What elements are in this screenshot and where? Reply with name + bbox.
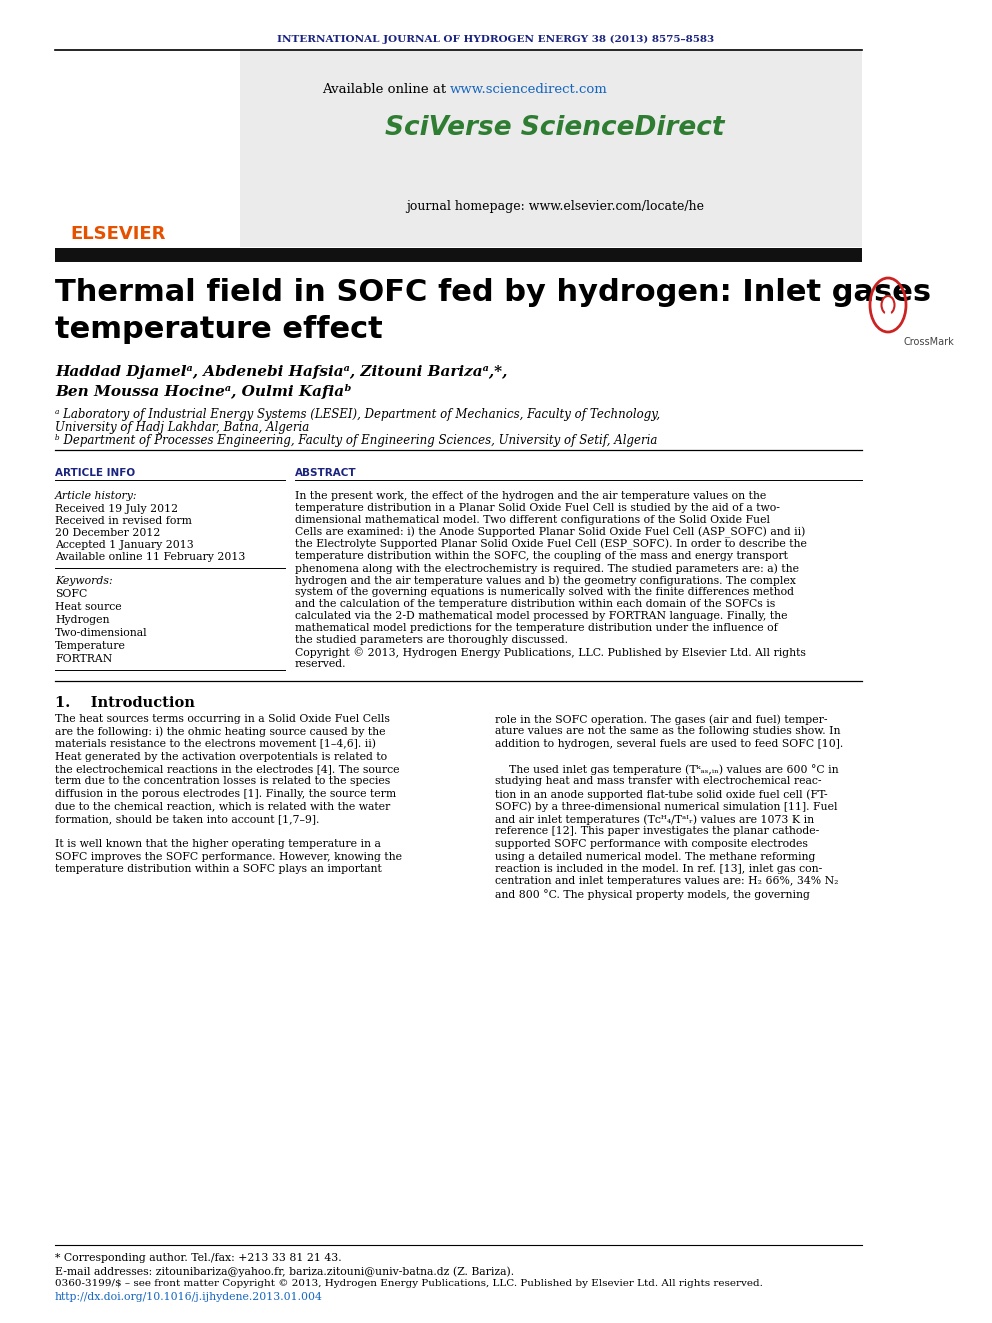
Text: 0360-3199/$ – see front matter Copyright © 2013, Hydrogen Energy Publications, L: 0360-3199/$ – see front matter Copyright… <box>55 1279 763 1289</box>
Text: ARTICLE INFO: ARTICLE INFO <box>55 468 135 478</box>
Text: calculated via the 2-D mathematical model processed by FORTRAN language. Finally: calculated via the 2-D mathematical mode… <box>295 611 788 620</box>
Text: are the following: i) the ohmic heating source caused by the: are the following: i) the ohmic heating … <box>55 726 386 737</box>
Text: centration and inlet temperatures values are: H₂ 66%, 34% N₂: centration and inlet temperatures values… <box>495 877 838 886</box>
Text: journal homepage: www.elsevier.com/locate/he: journal homepage: www.elsevier.com/locat… <box>406 200 704 213</box>
Text: Haddad Djamelᵃ, Abdenebi Hafsiaᵃ, Zitouni Barizaᵃ,*,: Haddad Djamelᵃ, Abdenebi Hafsiaᵃ, Zitoun… <box>55 365 507 378</box>
Text: and air inlet temperatures (Tᴄᴴ₄/Tᵃᴵᵣ) values are 1073 K in: and air inlet temperatures (Tᴄᴴ₄/Tᵃᴵᵣ) v… <box>495 814 814 824</box>
Text: Article history:: Article history: <box>55 491 138 501</box>
Text: CrossMark: CrossMark <box>904 337 954 347</box>
Text: Cells are examined: i) the Anode Supported Planar Solid Oxide Fuel Cell (ASP_SOF: Cells are examined: i) the Anode Support… <box>295 527 806 538</box>
Bar <box>55 247 862 262</box>
Text: materials resistance to the electrons movement [1–4,6]. ii): materials resistance to the electrons mo… <box>55 740 376 749</box>
Text: The heat sources terms occurring in a Solid Oxide Fuel Cells: The heat sources terms occurring in a So… <box>55 714 390 724</box>
Text: mathematical model predictions for the temperature distribution under the influe: mathematical model predictions for the t… <box>295 623 778 632</box>
Text: SOFC: SOFC <box>55 589 87 599</box>
Text: Two-dimensional: Two-dimensional <box>55 628 148 638</box>
Text: FORTRAN: FORTRAN <box>55 654 112 664</box>
Text: Received in revised form: Received in revised form <box>55 516 191 527</box>
Text: role in the SOFC operation. The gases (air and fuel) temper-: role in the SOFC operation. The gases (a… <box>495 714 827 725</box>
Text: 20 December 2012: 20 December 2012 <box>55 528 161 538</box>
Text: Received 19 July 2012: Received 19 July 2012 <box>55 504 179 515</box>
Text: and 800 °C. The physical property models, the governing: and 800 °C. The physical property models… <box>495 889 809 900</box>
Text: temperature effect: temperature effect <box>55 315 383 344</box>
Text: SciVerse ScienceDirect: SciVerse ScienceDirect <box>385 115 725 142</box>
Text: reserved.: reserved. <box>295 659 346 669</box>
Text: 1.    Introduction: 1. Introduction <box>55 696 194 710</box>
Text: reaction is included in the model. In ref. [13], inlet gas con-: reaction is included in the model. In re… <box>495 864 822 875</box>
Text: phenomena along with the electrochemistry is required. The studied parameters ar: phenomena along with the electrochemistr… <box>295 564 799 574</box>
Polygon shape <box>883 306 893 318</box>
Text: University of Hadj Lakhdar, Batna, Algeria: University of Hadj Lakhdar, Batna, Alger… <box>55 421 310 434</box>
Text: ᵃ Laboratory of Industrial Energy Systems (LESEI), Department of Mechanics, Facu: ᵃ Laboratory of Industrial Energy System… <box>55 407 660 421</box>
Ellipse shape <box>882 296 895 314</box>
Text: Keywords:: Keywords: <box>55 576 113 586</box>
Text: It is well known that the higher operating temperature in a: It is well known that the higher operati… <box>55 839 381 849</box>
Text: SOFC improves the SOFC performance. However, knowing the: SOFC improves the SOFC performance. Howe… <box>55 852 402 861</box>
Text: temperature distribution within a SOFC plays an important: temperature distribution within a SOFC p… <box>55 864 382 875</box>
Text: Heat generated by the activation overpotentials is related to: Heat generated by the activation overpot… <box>55 751 387 762</box>
Text: Hydrogen: Hydrogen <box>55 615 109 624</box>
Text: ᵇ Department of Processes Engineering, Faculty of Engineering Sciences, Universi: ᵇ Department of Processes Engineering, F… <box>55 434 658 447</box>
Text: supported SOFC performance with composite electrodes: supported SOFC performance with composit… <box>495 839 807 849</box>
Text: temperature distribution within the SOFC, the coupling of the mass and energy tr: temperature distribution within the SOFC… <box>295 550 788 561</box>
Text: * Corresponding author. Tel./fax: +213 33 81 21 43.: * Corresponding author. Tel./fax: +213 3… <box>55 1253 341 1263</box>
Text: the studied parameters are thoroughly discussed.: the studied parameters are thoroughly di… <box>295 635 568 646</box>
Text: hydrogen and the air temperature values and b) the geometry configurations. The : hydrogen and the air temperature values … <box>295 576 796 586</box>
Text: SOFC) by a three-dimensional numerical simulation [11]. Fuel: SOFC) by a three-dimensional numerical s… <box>495 802 837 812</box>
Text: addition to hydrogen, several fuels are used to feed SOFC [10].: addition to hydrogen, several fuels are … <box>495 740 843 749</box>
Text: INTERNATIONAL JOURNAL OF HYDROGEN ENERGY 38 (2013) 8575–8583: INTERNATIONAL JOURNAL OF HYDROGEN ENERGY… <box>278 34 714 44</box>
Text: studying heat and mass transfer with electrochemical reac-: studying heat and mass transfer with ele… <box>495 777 821 786</box>
Text: formation, should be taken into account [1,7–9].: formation, should be taken into account … <box>55 814 319 824</box>
Text: due to the chemical reaction, which is related with the water: due to the chemical reaction, which is r… <box>55 802 390 811</box>
Text: Temperature: Temperature <box>55 642 126 651</box>
Text: Ben Moussa Hocineᵃ, Oulmi Kafiaᵇ: Ben Moussa Hocineᵃ, Oulmi Kafiaᵇ <box>55 384 352 400</box>
Text: Thermal field in SOFC fed by hydrogen: Inlet gases: Thermal field in SOFC fed by hydrogen: I… <box>55 278 931 307</box>
Text: the Electrolyte Supported Planar Solid Oxide Fuel Cell (ESP_SOFC). In order to d: the Electrolyte Supported Planar Solid O… <box>295 538 806 550</box>
Text: diffusion in the porous electrodes [1]. Finally, the source term: diffusion in the porous electrodes [1]. … <box>55 789 396 799</box>
Text: using a detailed numerical model. The methane reforming: using a detailed numerical model. The me… <box>495 852 815 861</box>
Text: ELSEVIER: ELSEVIER <box>70 225 166 243</box>
Text: the electrochemical reactions in the electrodes [4]. The source: the electrochemical reactions in the ele… <box>55 763 400 774</box>
Text: temperature distribution in a Planar Solid Oxide Fuel Cell is studied by the aid: temperature distribution in a Planar Sol… <box>295 503 780 513</box>
Text: ature values are not the same as the following studies show. In: ature values are not the same as the fol… <box>495 726 840 737</box>
Text: Heat source: Heat source <box>55 602 122 613</box>
Text: and the calculation of the temperature distribution within each domain of the SO: and the calculation of the temperature d… <box>295 599 776 609</box>
Text: The used inlet gas temperature (Tᵏₐₛ,ᵢₙ) values are 600 °C in: The used inlet gas temperature (Tᵏₐₛ,ᵢₙ)… <box>495 763 838 775</box>
Text: Available online 11 February 2013: Available online 11 February 2013 <box>55 552 245 562</box>
Text: system of the governing equations is numerically solved with the finite differen: system of the governing equations is num… <box>295 587 794 597</box>
Bar <box>240 52 862 247</box>
Text: dimensional mathematical model. Two different configurations of the Solid Oxide : dimensional mathematical model. Two diff… <box>295 515 770 525</box>
Text: In the present work, the effect of the hydrogen and the air temperature values o: In the present work, the effect of the h… <box>295 491 766 501</box>
Text: reference [12]. This paper investigates the planar cathode-: reference [12]. This paper investigates … <box>495 827 819 836</box>
Text: E-mail addresses: zitounibariza@yahoo.fr, bariza.zitouni@univ-batna.dz (Z. Bariz: E-mail addresses: zitounibariza@yahoo.fr… <box>55 1266 514 1277</box>
Text: www.sciencedirect.com: www.sciencedirect.com <box>450 83 608 97</box>
Text: term due to the concentration losses is related to the species: term due to the concentration losses is … <box>55 777 390 786</box>
Text: ABSTRACT: ABSTRACT <box>295 468 357 478</box>
Text: http://dx.doi.org/10.1016/j.ijhydene.2013.01.004: http://dx.doi.org/10.1016/j.ijhydene.201… <box>55 1293 322 1302</box>
Text: Copyright © 2013, Hydrogen Energy Publications, LLC. Published by Elsevier Ltd. : Copyright © 2013, Hydrogen Energy Public… <box>295 647 806 658</box>
Text: tion in an anode supported flat-tube solid oxide fuel cell (FT-: tion in an anode supported flat-tube sol… <box>495 789 827 799</box>
Text: Available online at: Available online at <box>321 83 450 97</box>
Text: Accepted 1 January 2013: Accepted 1 January 2013 <box>55 540 193 550</box>
